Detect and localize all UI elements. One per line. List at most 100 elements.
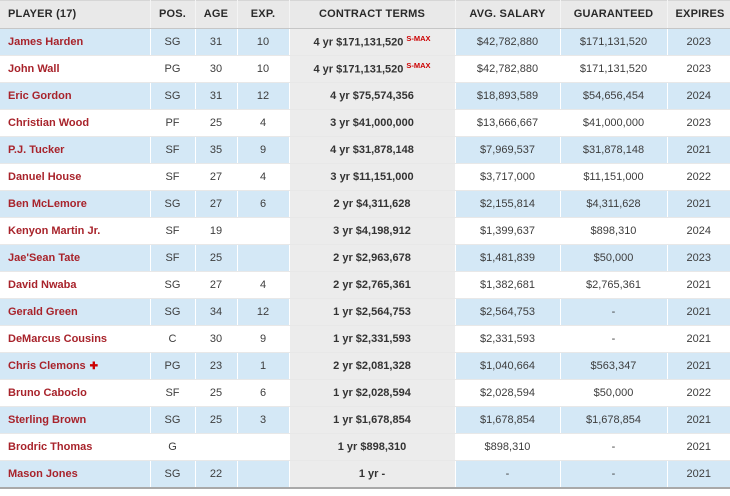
guaranteed-cell: $1,678,854 [560,406,668,434]
contract-terms-text: 1 yr - [358,467,386,480]
player-name-link[interactable]: Mason Jones [8,467,78,480]
column-header-avg-salary[interactable]: AVG. SALARY [455,0,561,29]
contract-terms-text: 4 yr $31,878,148 [330,143,414,156]
experience-cell: 9 [237,325,290,353]
guaranteed-cell: - [560,460,668,489]
column-header-pos[interactable]: POS. [150,0,196,29]
player-name-link[interactable]: John Wall [8,62,60,75]
player-name-link[interactable]: Ben McLemore [8,197,87,210]
player-name-link[interactable]: Eric Gordon [8,89,72,102]
player-cell: Sterling Brown [0,406,151,434]
expires-cell: 2021 [667,352,730,380]
avg-salary-cell: $42,782,880 [455,55,561,83]
age-cell: 34 [195,298,238,326]
experience-cell: 4 [237,271,290,299]
player-name-link[interactable]: Sterling Brown [8,413,87,426]
contract-terms-text: 1 yr $2,028,594 [333,386,411,399]
position-cell: SG [150,28,196,56]
avg-salary-cell: $18,893,589 [455,82,561,110]
player-cell: Christian Wood [0,109,151,137]
column-header-expires[interactable]: EXPIRES [667,0,730,29]
player-name-link[interactable]: Danuel House [8,170,82,183]
contract-terms-cell: 4 yr $31,878,148 [289,136,456,164]
player-row: Jae'Sean Tate SF 25 2 yr $2,963,678 $1,4… [0,244,730,272]
position-cell: SF [150,217,196,245]
contract-terms-cell: 3 yr $11,151,000 [289,163,456,191]
avg-salary-cell: $1,481,839 [455,244,561,272]
position-cell: SG [150,190,196,218]
position-cell: C [150,325,196,353]
player-name-link[interactable]: Christian Wood [8,116,90,129]
contract-terms-cell: 1 yr $2,331,593 [289,325,456,353]
player-cell: Mason Jones [0,460,151,489]
contract-terms-cell: 2 yr $4,311,628 [289,190,456,218]
expires-cell: 2023 [667,244,730,272]
player-name-link[interactable]: Gerald Green [8,305,78,318]
player-cell: James Harden [0,28,151,56]
player-row: Kenyon Martin Jr. SF 19 3 yr $4,198,912 … [0,217,730,245]
player-name-link[interactable]: Chris Clemons [8,359,86,372]
player-name-link[interactable]: Brodric Thomas [8,440,93,453]
player-cell: Chris Clemons ✚ [0,352,151,380]
player-name-link[interactable]: Jae'Sean Tate [8,251,81,264]
column-header-player[interactable]: PLAYER (17) [0,0,151,29]
player-name-link[interactable]: James Harden [8,35,84,48]
position-cell: SF [150,163,196,191]
expires-cell: 2024 [667,217,730,245]
experience-cell: 12 [237,82,290,110]
age-cell: 25 [195,109,238,137]
contract-terms-text: 2 yr $4,311,628 [333,197,411,210]
player-row: Sterling Brown SG 25 3 1 yr $1,678,854 $… [0,406,730,434]
position-cell: SF [150,136,196,164]
position-cell: SG [150,460,196,489]
guaranteed-cell: $11,151,000 [560,163,668,191]
age-cell: 19 [195,217,238,245]
column-header-contract-terms[interactable]: CONTRACT TERMS [289,0,456,29]
contract-terms-text: 3 yr $41,000,000 [330,116,414,129]
player-name-link[interactable]: Kenyon Martin Jr. [8,224,101,237]
player-row: Bruno Caboclo SF 25 6 1 yr $2,028,594 $2… [0,379,730,407]
player-row: P.J. Tucker SF 35 9 4 yr $31,878,148 $7,… [0,136,730,164]
expires-cell: 2022 [667,163,730,191]
player-name-link[interactable]: David Nwaba [8,278,77,291]
position-cell: SG [150,406,196,434]
expires-cell: 2021 [667,325,730,353]
experience-cell: 6 [237,190,290,218]
player-cell: Jae'Sean Tate [0,244,151,272]
avg-salary-cell: $1,040,664 [455,352,561,380]
avg-salary-cell: $2,331,593 [455,325,561,353]
position-cell: SG [150,82,196,110]
guaranteed-cell: $31,878,148 [560,136,668,164]
age-cell: 27 [195,163,238,191]
avg-salary-cell: $1,382,681 [455,271,561,299]
player-name-link[interactable]: Bruno Caboclo [8,386,87,399]
expires-cell: 2023 [667,55,730,83]
expires-cell: 2021 [667,190,730,218]
smax-tag: S-MAX [406,61,431,71]
column-header-exp[interactable]: EXP. [237,0,290,29]
avg-salary-cell: $7,969,537 [455,136,561,164]
contract-terms-cell: 1 yr $2,564,753 [289,298,456,326]
guaranteed-cell: $50,000 [560,379,668,407]
guaranteed-cell: $171,131,520 [560,28,668,56]
player-row: Chris Clemons ✚ PG 23 1 2 yr $2,081,328 $… [0,352,730,380]
player-row: David Nwaba SG 27 4 2 yr $2,765,361 $1,3… [0,271,730,299]
experience-cell: 12 [237,298,290,326]
avg-salary-cell: $2,028,594 [455,379,561,407]
age-cell: 23 [195,352,238,380]
column-header-guaranteed[interactable]: GUARANTEED [560,0,668,29]
avg-salary-cell: $2,564,753 [455,298,561,326]
guaranteed-cell: - [560,325,668,353]
guaranteed-cell: - [560,433,668,461]
experience-cell: 10 [237,55,290,83]
header-row: PLAYER (17) POS. AGE EXP. CONTRACT TERMS… [0,0,730,29]
player-name-link[interactable]: P.J. Tucker [8,143,65,156]
contract-terms-text: 1 yr $2,564,753 [333,305,411,318]
player-cell: P.J. Tucker [0,136,151,164]
player-name-link[interactable]: DeMarcus Cousins [8,332,108,345]
column-header-age[interactable]: AGE [195,0,238,29]
position-cell: PG [150,352,196,380]
age-cell [195,433,238,461]
